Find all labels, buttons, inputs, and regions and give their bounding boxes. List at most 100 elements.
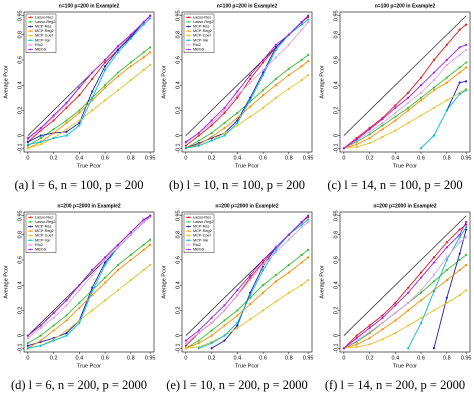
data-point (91, 71, 94, 74)
legend-marker (29, 21, 32, 23)
y-tick-label: 0.95 (333, 210, 339, 221)
data-point (307, 256, 310, 259)
data-point (261, 94, 265, 97)
legend-label: Rlo2 (193, 243, 201, 247)
data-point (432, 261, 436, 264)
data-point (419, 276, 423, 279)
data-point (419, 299, 423, 302)
legend-marker (187, 16, 190, 19)
data-point (445, 58, 448, 62)
legend-label: Lasso-Res (35, 15, 53, 19)
x-tick-label: 0 (184, 355, 187, 361)
data-point (407, 121, 410, 125)
y-tick-label: 0.95 (175, 10, 181, 21)
panel-title: n=100 p=200 in Example2 (375, 3, 436, 9)
data-point (368, 137, 371, 140)
x-tick-label: 0 (342, 355, 345, 361)
data-point (445, 76, 448, 79)
data-point (52, 339, 55, 342)
data-point (236, 116, 239, 120)
legend-marker (29, 225, 32, 228)
data-point (432, 347, 436, 350)
legend-label: MCP-Reg2 (35, 229, 54, 233)
data-point (210, 329, 213, 332)
x-tick-label: 0.2 (50, 355, 58, 361)
y-tick-label: -0.1 (175, 343, 181, 352)
plot-frame (339, 11, 471, 153)
legend-label: Lasso-Res (35, 215, 53, 219)
y-axis-label: Average Pcor (3, 65, 9, 98)
y-tick-label: 0.4 (333, 281, 339, 289)
series-line (198, 219, 309, 349)
data-point (445, 81, 448, 84)
data-point (307, 279, 310, 282)
data-point (287, 43, 290, 46)
legend-marker (187, 239, 190, 242)
data-point (129, 79, 132, 82)
data-point (407, 286, 410, 289)
legend-label: MBGS (35, 248, 47, 252)
legend-label: MCP-Var (193, 38, 209, 42)
data-point (419, 291, 423, 294)
y-tick-label: -0.1 (17, 143, 23, 152)
data-point (287, 233, 290, 236)
data-point (287, 263, 290, 267)
legend-label: MCP-Coef (35, 34, 54, 38)
plot-frame (181, 211, 313, 353)
data-point (445, 241, 448, 244)
x-tick-label: 0.2 (208, 155, 216, 161)
legend-marker (187, 21, 190, 23)
data-point (223, 134, 226, 137)
legend-label: Lasso-Res (193, 215, 211, 219)
data-point (300, 220, 303, 224)
data-point (103, 84, 107, 87)
data-point (368, 326, 371, 330)
data-point (300, 58, 303, 62)
data-point (381, 328, 384, 331)
y-tick-label: 0.4 (17, 81, 23, 89)
data-point (249, 77, 252, 80)
data-point (236, 314, 239, 317)
legend-marker (29, 244, 32, 246)
data-point (419, 114, 423, 117)
x-tick-label: 0.6 (101, 155, 109, 161)
data-point (149, 238, 152, 241)
data-point (261, 89, 265, 92)
data-point (261, 309, 265, 312)
data-point (445, 246, 448, 249)
data-point (432, 89, 436, 92)
data-point (116, 243, 120, 246)
data-point (103, 256, 107, 259)
data-point (210, 321, 213, 325)
series-line (343, 289, 467, 349)
data-point (458, 81, 461, 84)
legend-marker (29, 34, 32, 37)
data-point (381, 135, 384, 138)
data-point (381, 321, 384, 325)
data-point (223, 334, 226, 337)
data-point (261, 58, 265, 62)
data-point (103, 276, 107, 279)
data-point (39, 339, 42, 342)
legend-label: Lasso-Reg2 (35, 220, 55, 224)
data-point (142, 248, 145, 251)
data-point (223, 309, 226, 312)
data-point (300, 223, 303, 226)
y-axis-label: Average Pcor (3, 265, 9, 298)
data-point (78, 284, 81, 287)
y-tick-label: 0.2 (333, 307, 339, 315)
x-tick-label: 0.8 (443, 355, 451, 361)
data-point (210, 119, 213, 122)
plot-frame (23, 211, 155, 353)
data-point (52, 128, 55, 131)
data-point (381, 128, 384, 131)
data-point (236, 309, 239, 312)
data-point (419, 271, 423, 274)
data-point (223, 109, 226, 112)
legend-box (25, 213, 57, 253)
series-line (343, 264, 467, 349)
data-point (419, 316, 423, 320)
data-point (307, 18, 310, 21)
data-point (300, 226, 303, 229)
data-point (91, 290, 94, 293)
